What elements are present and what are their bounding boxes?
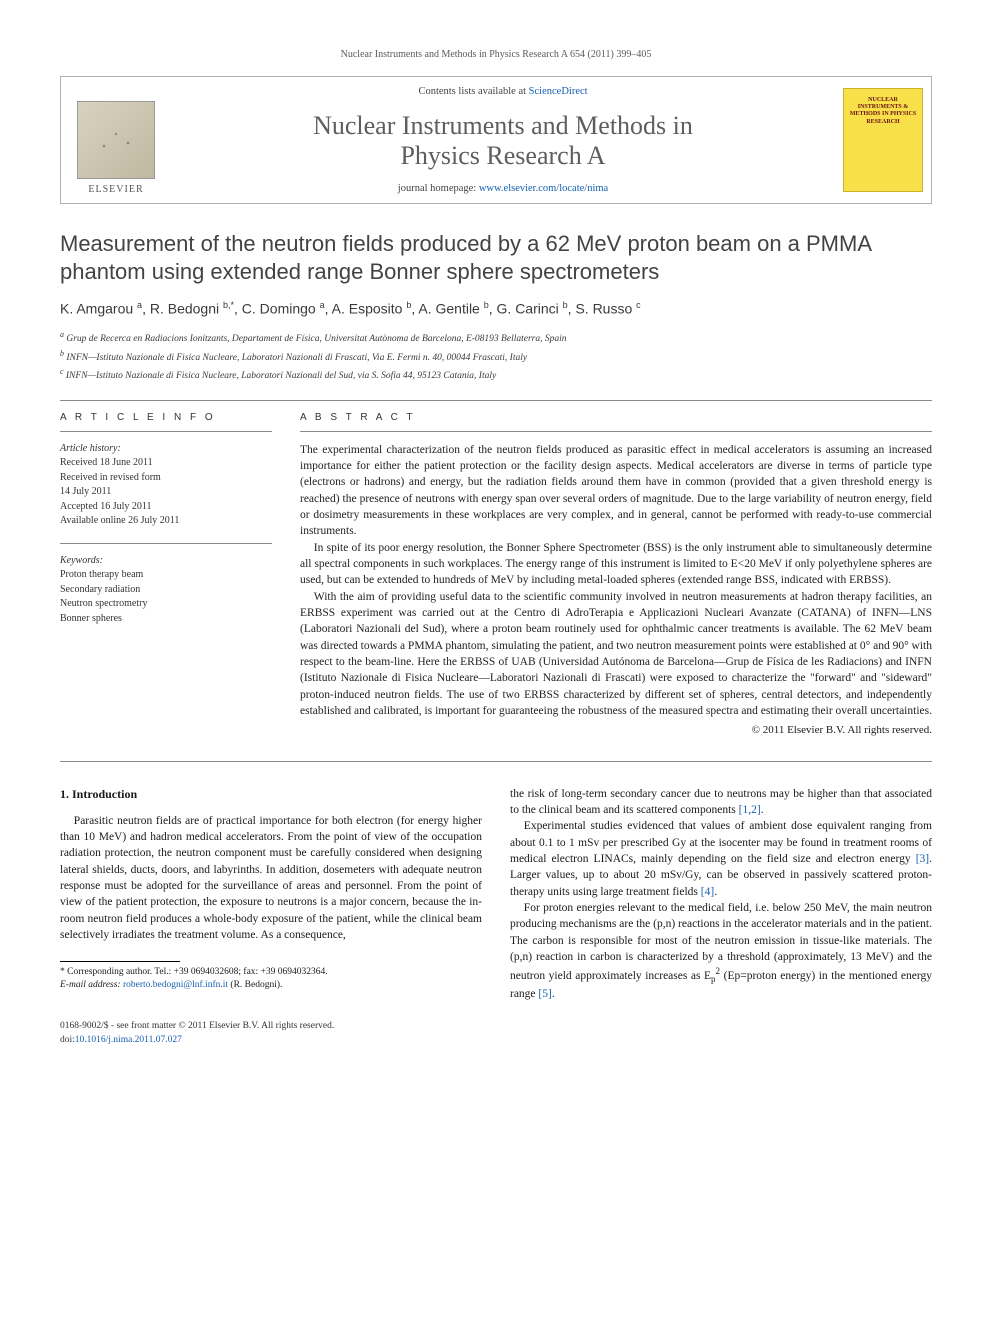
- body-two-column: 1. Introduction Parasitic neutron fields…: [60, 786, 932, 1003]
- rule-above-abstract: [60, 400, 932, 401]
- email-label: E-mail address:: [60, 980, 121, 990]
- journal-homepage-line: journal homepage: www.elsevier.com/locat…: [181, 182, 825, 197]
- rule-below-abstract: [60, 761, 932, 762]
- ref-4[interactable]: [4]: [701, 886, 714, 898]
- author-list: K. Amgarou a, R. Bedogni b,*, C. Domingo…: [60, 299, 932, 319]
- abstract-column: A B S T R A C T The experimental charact…: [300, 411, 932, 739]
- intro-p3-c: .: [714, 886, 717, 898]
- footer-left: 0168-9002/$ - see front matter © 2011 El…: [60, 1020, 334, 1047]
- history-revised-2: 14 July 2011: [60, 485, 272, 500]
- masthead-center: Contents lists available at ScienceDirec…: [171, 77, 835, 203]
- doi-prefix: doi:: [60, 1035, 75, 1045]
- affiliations: a Grup de Recerca en Radiacions Ionitzan…: [60, 329, 932, 383]
- abstract-para-3: With the aim of providing useful data to…: [300, 589, 932, 720]
- keyword-3: Neutron spectrometry: [60, 597, 272, 612]
- intro-p2-b: .: [761, 804, 764, 816]
- corresponding-author-note: * Corresponding author. Tel.: +39 069403…: [60, 966, 482, 992]
- intro-p2-a: the risk of long-term secondary cancer d…: [510, 788, 932, 816]
- running-head: Nuclear Instruments and Methods in Physi…: [60, 48, 932, 62]
- journal-masthead: ELSEVIER Contents lists available at Sci…: [60, 76, 932, 204]
- ref-5[interactable]: [5]: [538, 988, 551, 1000]
- journal-title: Nuclear Instruments and Methods in Physi…: [181, 111, 825, 171]
- sciencedirect-link[interactable]: ScienceDirect: [529, 86, 588, 97]
- ref-1-2[interactable]: [1,2]: [739, 804, 761, 816]
- journal-title-line2: Physics Research A: [400, 141, 605, 170]
- keywords-block: Keywords: Proton therapy beam Secondary …: [60, 554, 272, 627]
- intro-para-1: Parasitic neutron fields are of practica…: [60, 813, 482, 944]
- history-revised-1: Received in revised form: [60, 471, 272, 486]
- article-info-label: A R T I C L E I N F O: [60, 411, 272, 425]
- abstract-body: The experimental characterization of the…: [300, 442, 932, 720]
- intro-para-2: the risk of long-term secondary cancer d…: [510, 786, 932, 819]
- affiliation-b: b INFN—Istituto Nazionale di Fisica Nucl…: [60, 348, 932, 365]
- elsevier-tree-icon: [77, 101, 155, 179]
- footnote-separator: [60, 961, 180, 962]
- cover-thumb-wrap: NUCLEAR INSTRUMENTS & METHODS IN PHYSICS…: [835, 77, 931, 203]
- corresp-contact: * Corresponding author. Tel.: +39 069403…: [60, 966, 482, 979]
- keyword-2: Secondary radiation: [60, 583, 272, 598]
- history-heading: Article history:: [60, 442, 272, 457]
- journal-homepage-link[interactable]: www.elsevier.com/locate/nima: [479, 183, 608, 194]
- abstract-label: A B S T R A C T: [300, 411, 932, 425]
- abstract-para-1: The experimental characterization of the…: [300, 442, 932, 540]
- journal-title-line1: Nuclear Instruments and Methods in: [313, 111, 693, 140]
- corresp-email-line: E-mail address: roberto.bedogni@lnf.infn…: [60, 979, 482, 992]
- doi-link[interactable]: 10.1016/j.nima.2011.07.027: [75, 1035, 182, 1045]
- contents-available-line: Contents lists available at ScienceDirec…: [181, 85, 825, 100]
- keyword-4: Bonner spheres: [60, 612, 272, 627]
- ref-3[interactable]: [3]: [916, 853, 929, 865]
- section-1-heading: 1. Introduction: [60, 786, 482, 803]
- keywords-heading: Keywords:: [60, 554, 272, 569]
- journal-cover-icon: NUCLEAR INSTRUMENTS & METHODS IN PHYSICS…: [843, 88, 923, 192]
- intro-p3-a: Experimental studies evidenced that valu…: [510, 820, 932, 865]
- intro-para-4: For proton energies relevant to the medi…: [510, 900, 932, 1003]
- publisher-name: ELSEVIER: [88, 183, 143, 197]
- footer-issn-line: 0168-9002/$ - see front matter © 2011 El…: [60, 1020, 334, 1033]
- article-title: Measurement of the neutron fields produc…: [60, 230, 932, 285]
- homepage-prefix: journal homepage:: [398, 183, 479, 194]
- page-footer: 0168-9002/$ - see front matter © 2011 El…: [60, 1020, 932, 1047]
- rule-abstract: [300, 431, 932, 432]
- affiliation-a: a Grup de Recerca en Radiacions Ionitzan…: [60, 329, 932, 346]
- abstract-para-2: In spite of its poor energy resolution, …: [300, 540, 932, 589]
- history-accepted: Accepted 16 July 2011: [60, 500, 272, 515]
- keyword-1: Proton therapy beam: [60, 568, 272, 583]
- affiliation-c: c INFN—Istituto Nazionale di Fisica Nucl…: [60, 366, 932, 383]
- rule-info-1: [60, 431, 272, 432]
- intro-para-3: Experimental studies evidenced that valu…: [510, 818, 932, 900]
- corresp-email-who: (R. Bedogni).: [230, 980, 282, 990]
- article-info-column: A R T I C L E I N F O Article history: R…: [60, 411, 272, 739]
- copyright-line: © 2011 Elsevier B.V. All rights reserved…: [300, 723, 932, 738]
- footer-doi-line: doi:10.1016/j.nima.2011.07.027: [60, 1034, 334, 1047]
- intro-p4-c: .: [552, 988, 555, 1000]
- history-received: Received 18 June 2011: [60, 456, 272, 471]
- history-online: Available online 26 July 2011: [60, 514, 272, 529]
- article-history: Article history: Received 18 June 2011 R…: [60, 442, 272, 529]
- rule-info-2: [60, 543, 272, 544]
- contents-prefix: Contents lists available at: [418, 86, 528, 97]
- corresp-email-link[interactable]: roberto.bedogni@lnf.infn.it: [123, 980, 228, 990]
- publisher-block: ELSEVIER: [61, 77, 171, 203]
